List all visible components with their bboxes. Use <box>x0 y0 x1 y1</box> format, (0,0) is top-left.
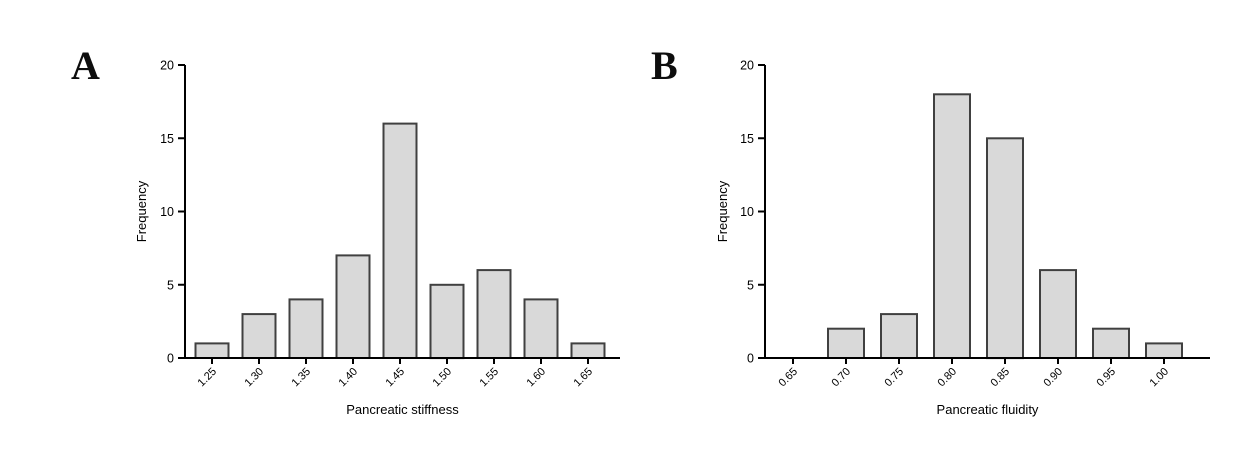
histogram-bar <box>194 342 230 359</box>
x-axis-title: Pancreatic fluidity <box>937 402 1039 417</box>
histogram-bar <box>335 254 371 359</box>
x-tick-label: 1.35 <box>289 366 313 390</box>
x-tick-label: 1.60 <box>524 366 548 390</box>
x-tick-label: 1.25 <box>195 366 219 390</box>
histogram-bar <box>523 298 559 359</box>
x-tick-label: 1.40 <box>336 366 360 390</box>
y-tick-label: 15 <box>160 132 174 146</box>
panel-label-a: A <box>71 43 100 88</box>
y-tick-label: 10 <box>740 205 754 219</box>
histogram-bar <box>827 327 865 360</box>
x-tick-label: 0.95 <box>1094 366 1118 390</box>
histogram-bar <box>476 269 512 360</box>
histogram-bar <box>1092 327 1130 360</box>
y-axis-title: Frequency <box>134 180 149 242</box>
panel-label-b: B <box>651 43 678 88</box>
histogram-bar <box>986 137 1024 360</box>
x-tick-label: 1.30 <box>242 366 266 390</box>
histogram-bar <box>288 298 324 359</box>
histogram-bar <box>382 122 418 359</box>
histogram-bar <box>933 93 971 360</box>
histogram-bar <box>1145 342 1183 359</box>
histogram-bar <box>570 342 606 359</box>
x-tick-label: 1.65 <box>571 366 595 390</box>
y-axis-title: Frequency <box>715 180 730 242</box>
x-tick-label: 1.55 <box>477 366 501 390</box>
histogram-bar <box>241 313 277 360</box>
x-axis-title: Pancreatic stiffness <box>346 402 459 417</box>
histogram-bar <box>429 283 465 360</box>
y-tick-label: 15 <box>740 132 754 146</box>
x-tick-label: 1.45 <box>383 366 407 390</box>
histogram-pancreatic-stiffness: 0 5 10 15 20 1.25 1.30 1.35 1.40 1.45 1.50 1.55 1.60… <box>134 59 620 417</box>
histogram-pancreatic-fluidity: 0 5 10 15 20 0.65 0.70 0.75 0.80 0.85 0.90 0.95 1.00… <box>715 59 1210 417</box>
x-tick-label: 0.85 <box>988 366 1012 390</box>
y-tick-label: 0 <box>167 352 174 366</box>
x-tick-label: 1.00 <box>1147 366 1171 390</box>
y-tick-label: 10 <box>160 205 174 219</box>
x-tick-label: 0.75 <box>882 366 906 390</box>
histogram-bar <box>880 313 918 360</box>
x-tick-label: 0.65 <box>776 366 800 390</box>
histogram-bar <box>1039 269 1077 360</box>
y-tick-label: 5 <box>747 278 754 292</box>
y-tick-label: 0 <box>747 352 754 366</box>
x-tick-label: 0.90 <box>1041 366 1065 390</box>
y-tick-label: 20 <box>160 59 174 73</box>
x-tick-label: 0.70 <box>829 366 853 390</box>
y-tick-label: 20 <box>740 59 754 73</box>
x-tick-label: 0.80 <box>935 366 959 390</box>
x-tick-label: 1.50 <box>430 366 454 390</box>
y-tick-label: 5 <box>167 278 174 292</box>
